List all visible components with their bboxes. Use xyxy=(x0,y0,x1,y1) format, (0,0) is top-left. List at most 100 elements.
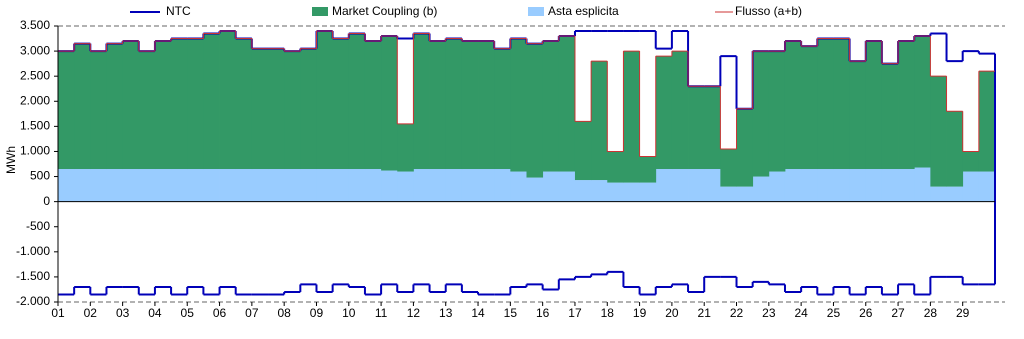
y-tick-label: 1.000 xyxy=(20,144,50,158)
y-tick-label: -1.500 xyxy=(16,269,50,283)
area-segment xyxy=(768,51,786,172)
area-segment xyxy=(171,38,188,170)
x-tick-label: 23 xyxy=(762,306,776,320)
area-segment xyxy=(171,169,188,202)
area-segment xyxy=(510,171,527,202)
area-segment xyxy=(154,169,172,202)
legend-label: NTC xyxy=(166,4,191,18)
area-segment xyxy=(574,180,592,202)
area-segment xyxy=(801,46,818,170)
area-segment xyxy=(332,169,350,202)
area-segment xyxy=(364,41,382,170)
legend-swatch xyxy=(312,7,328,16)
area-segment xyxy=(478,169,495,202)
area-segment xyxy=(817,38,834,170)
x-tick-label: 13 xyxy=(439,306,453,320)
x-tick-label: 09 xyxy=(310,306,324,320)
area-segment xyxy=(768,171,786,202)
area-segment xyxy=(623,182,640,202)
area-segment xyxy=(397,123,414,172)
area-segment xyxy=(235,38,253,170)
y-tick-label: -2.000 xyxy=(16,294,50,308)
area-segment xyxy=(881,169,899,202)
area-segment xyxy=(445,169,463,202)
area-segment xyxy=(655,169,673,202)
area-segment xyxy=(478,41,495,170)
y-tick-label: -1.000 xyxy=(16,244,50,258)
legend-label: Flusso (a+b) xyxy=(735,4,802,18)
area-segment xyxy=(461,169,479,202)
y-tick-label: 0 xyxy=(43,194,50,208)
area-segment xyxy=(671,51,689,170)
area-segment xyxy=(494,169,511,202)
legend-swatch xyxy=(528,7,544,16)
area-segment xyxy=(106,169,124,202)
x-tick-label: 15 xyxy=(504,306,518,320)
x-tick-label: 26 xyxy=(859,306,873,320)
y-axis-label: MWh xyxy=(4,146,18,174)
area-segment xyxy=(300,48,317,170)
area-segment xyxy=(542,171,560,202)
area-segment xyxy=(429,169,447,202)
area-segment xyxy=(461,41,479,170)
y-tick-label: 3.500 xyxy=(20,18,50,32)
x-tick-label: 03 xyxy=(116,306,130,320)
x-tick-label: 21 xyxy=(698,306,712,320)
area-segment xyxy=(235,169,253,202)
area-segment xyxy=(833,169,851,202)
area-segment xyxy=(90,51,107,170)
area-segment xyxy=(268,48,285,170)
area-segment xyxy=(898,41,915,170)
area-segment xyxy=(510,38,527,172)
area-segment xyxy=(381,170,398,202)
area-segment xyxy=(381,36,398,171)
area-segment xyxy=(607,182,624,202)
area-segment xyxy=(187,38,204,170)
y-tick-label: 2.000 xyxy=(20,93,50,107)
area-segment xyxy=(90,169,107,202)
area-segment xyxy=(720,148,737,187)
area-segment xyxy=(284,51,301,170)
area-segment xyxy=(574,121,592,181)
area-segment xyxy=(300,169,317,202)
x-tick-label: 01 xyxy=(51,306,65,320)
x-tick-label: 25 xyxy=(827,306,841,320)
area-segment xyxy=(268,169,285,202)
area-segment xyxy=(639,182,657,202)
area-segment xyxy=(219,169,237,202)
area-segment xyxy=(914,36,931,168)
x-tick-label: 16 xyxy=(536,306,550,320)
legend-label: Asta esplicita xyxy=(548,4,619,18)
area-segment xyxy=(413,169,430,202)
area-segment xyxy=(801,169,818,202)
area-segment xyxy=(558,171,576,202)
x-tick-label: 04 xyxy=(148,306,162,320)
area-segment xyxy=(784,41,802,170)
area-segment xyxy=(251,48,269,170)
area-segment xyxy=(138,51,156,170)
area-segment xyxy=(865,169,883,202)
area-segment xyxy=(623,51,640,183)
x-tick-label: 17 xyxy=(568,306,582,320)
y-tick-label: 1.500 xyxy=(20,119,50,133)
area-segment xyxy=(946,111,964,187)
x-tick-label: 10 xyxy=(342,306,356,320)
y-tick-label: 500 xyxy=(30,169,50,183)
area-segment xyxy=(74,169,91,202)
area-segment xyxy=(688,86,705,170)
x-tick-label: 06 xyxy=(213,306,227,320)
area-segment xyxy=(526,43,544,178)
area-segment xyxy=(397,171,414,202)
area-segment xyxy=(671,169,689,202)
x-tick-label: 29 xyxy=(956,306,970,320)
area-segment xyxy=(639,156,657,183)
area-segment xyxy=(704,169,721,202)
x-tick-label: 02 xyxy=(84,306,98,320)
area-segment xyxy=(591,180,608,202)
area-segment xyxy=(332,38,350,170)
area-segment xyxy=(881,63,899,170)
area-segment xyxy=(154,41,172,170)
x-tick-label: 14 xyxy=(471,306,485,320)
area-segment xyxy=(284,169,301,202)
